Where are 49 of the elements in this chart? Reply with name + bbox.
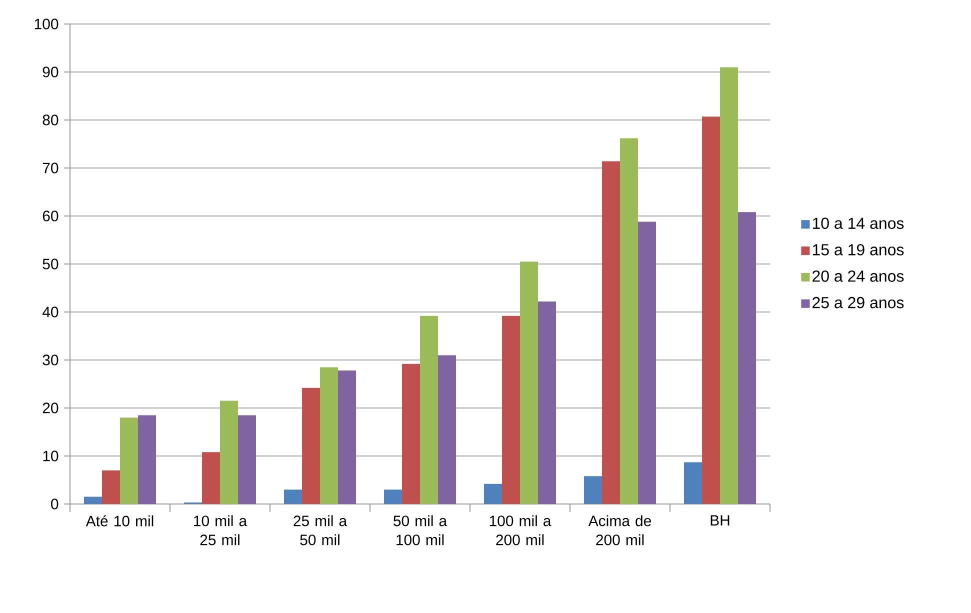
bar: [584, 476, 602, 504]
x-tick-label: 10 mil a 25 mil: [194, 515, 248, 546]
x-tick-label: Até 10 mil: [86, 515, 154, 526]
bar: [702, 116, 720, 504]
bar: [84, 496, 102, 504]
y-tick-label: 60: [42, 210, 58, 222]
bar: [138, 415, 156, 504]
x-tick-label: 50 mil a 100 mil: [394, 515, 448, 546]
legend-label: 25 a 29 anos: [812, 296, 904, 308]
bar: [220, 400, 238, 504]
bar: [420, 316, 438, 504]
y-tick-label: 30: [42, 354, 58, 366]
bar: [202, 452, 220, 504]
bar: [402, 364, 420, 504]
bar: [102, 470, 120, 504]
bar: [302, 388, 320, 504]
bar: [602, 161, 620, 504]
y-tick-label: 80: [42, 114, 58, 126]
y-tick-label: 20: [42, 402, 58, 414]
bar: [502, 316, 520, 504]
legend-label: 10 a 14 anos: [812, 218, 904, 229]
y-tick-label: 100: [34, 18, 58, 30]
y-tick-label: 40: [42, 306, 58, 318]
y-tick-label: 0: [51, 498, 58, 510]
bar: [684, 462, 702, 504]
x-tick-label: BH: [710, 515, 730, 526]
bar: [620, 138, 638, 504]
y-tick-label: 10: [43, 450, 58, 462]
y-tick-label: 70: [42, 162, 58, 174]
y-tick-label: 90: [42, 66, 58, 78]
bar: [738, 212, 756, 504]
bar: [238, 415, 256, 504]
x-tick-label: 100 mil a 200 mil: [490, 515, 552, 546]
bar: [520, 262, 538, 504]
legend-label: 20 a 24 anos: [812, 270, 904, 282]
bar: [320, 367, 338, 504]
x-tick-label: Acima de 200 mil: [588, 515, 652, 546]
bar: [438, 355, 456, 504]
bar: [284, 490, 302, 504]
bar: [384, 490, 402, 504]
bar: [484, 484, 502, 504]
x-tick-label: 25 mil a 50 mil: [294, 515, 348, 546]
y-tick-label: 50: [42, 258, 58, 270]
legend-label: 15 a 19 anos: [812, 244, 904, 256]
bar: [120, 418, 138, 504]
bar: [638, 222, 656, 504]
bar: [538, 301, 556, 504]
bar: [338, 370, 356, 504]
bar: [720, 67, 738, 504]
